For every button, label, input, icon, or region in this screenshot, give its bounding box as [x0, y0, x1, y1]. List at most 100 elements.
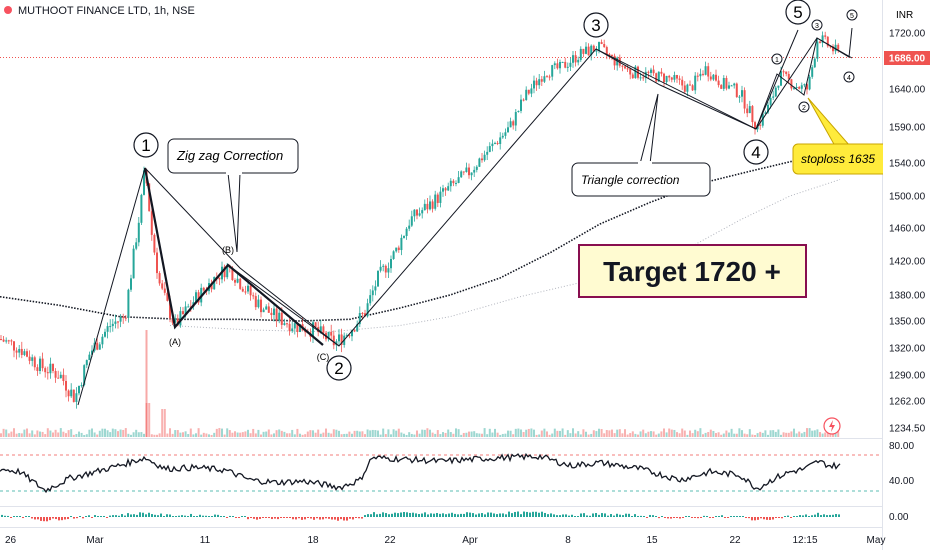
- volume-bar: [122, 429, 125, 437]
- volume-bar: [351, 433, 353, 437]
- histogram-bar: [67, 517, 69, 520]
- candle-body: [533, 80, 535, 89]
- candle-body: [717, 80, 720, 86]
- volume-bar: [650, 431, 652, 437]
- histogram-bar: [10, 517, 12, 518]
- candle-body: [49, 363, 52, 374]
- volume-bar: [280, 430, 283, 437]
- target-box[interactable]: Target 1720 +: [578, 244, 807, 298]
- histogram-bar: [235, 517, 237, 518]
- histogram-bar: [166, 514, 168, 517]
- candle-body: [416, 209, 418, 216]
- volume-bar: [611, 429, 613, 437]
- volume-bar: [236, 432, 239, 437]
- volume-bar: [579, 434, 582, 437]
- volume-bar: [72, 434, 75, 437]
- histogram-bar: [829, 514, 831, 517]
- histogram-bar: [805, 514, 807, 517]
- candle-body: [702, 73, 704, 75]
- time-tick-label: 18: [307, 535, 319, 546]
- candle-body: [457, 177, 460, 183]
- volume-bar: [533, 429, 535, 437]
- candle-body: [275, 308, 278, 321]
- volume-bar: [813, 430, 816, 437]
- volume-bar: [226, 428, 229, 437]
- histogram-bar: [73, 517, 75, 519]
- volume-bar: [361, 431, 364, 437]
- volume-bar: [306, 431, 309, 437]
- histogram-bar: [493, 513, 495, 517]
- histogram-bar: [469, 512, 471, 517]
- candle-body: [371, 290, 374, 296]
- price-tick-label: 1290.00: [889, 371, 926, 382]
- volume-bar: [278, 429, 281, 437]
- histogram-bar: [415, 513, 417, 517]
- volume-bar: [119, 429, 122, 437]
- volume-bar: [392, 429, 395, 437]
- price-pane[interactable]: [0, 0, 882, 438]
- histogram-bar: [244, 516, 246, 517]
- volume-bar: [62, 431, 65, 437]
- volume-bar: [405, 434, 408, 437]
- histogram-bar: [238, 517, 240, 518]
- volume-bar: [572, 428, 574, 437]
- candle-body: [85, 360, 88, 366]
- histogram-bar: [433, 513, 435, 517]
- histogram-bar: [382, 512, 384, 517]
- candle-body: [119, 316, 122, 322]
- price-axis[interactable]: INR 1720.00 1640.00 1590.00 1540.00 1500.00 1…: [884, 10, 930, 435]
- volume-bar: [442, 432, 444, 437]
- volume-bar: [270, 434, 273, 437]
- candle-body: [67, 390, 70, 397]
- volume-bar: [577, 431, 580, 437]
- candle-body: [202, 287, 205, 291]
- candle-body: [834, 44, 837, 52]
- symbol-header[interactable]: MUTHOOT FINANCE LTD, 1h, NSE: [4, 5, 195, 17]
- volume-bar: [127, 433, 130, 437]
- candle-body: [395, 247, 398, 252]
- candle-body: [361, 313, 364, 315]
- oscillator-axis[interactable]: 80.00 40.00 0.00: [889, 441, 914, 523]
- triangle-callout[interactable]: Triangle correction: [571, 93, 711, 197]
- histogram-bar: [316, 517, 318, 519]
- volume-bar: [785, 432, 788, 437]
- candle-body: [595, 50, 598, 52]
- volume-bar: [88, 429, 91, 437]
- histogram-bar: [802, 515, 804, 517]
- triangle-lower-line: [595, 48, 757, 130]
- histogram-bar: [7, 515, 9, 517]
- candle-body: [613, 55, 616, 66]
- volume-bar: [499, 434, 502, 437]
- time-axis[interactable]: 26 Mar 11 18 22 Apr 8 15 22 12:15 May: [5, 535, 885, 546]
- volume-bar: [187, 434, 190, 437]
- volume-bar: [673, 429, 676, 437]
- candle-body: [486, 151, 489, 155]
- volume-bar: [325, 428, 327, 437]
- candle-body: [465, 167, 468, 173]
- volume-bar: [317, 429, 320, 437]
- volume-bar: [413, 434, 416, 437]
- volume-bar: [169, 428, 171, 437]
- lightning-icon[interactable]: [823, 417, 841, 435]
- histogram-bar: [535, 511, 537, 517]
- volume-bar: [621, 433, 624, 437]
- volume-bar: [691, 433, 694, 437]
- volume-bar: [366, 429, 369, 437]
- volume-bar: [639, 431, 642, 437]
- histogram-bar: [823, 514, 825, 517]
- volume-bar: [540, 430, 543, 437]
- zigzag-callout[interactable]: Zig zag Correction: [167, 138, 299, 253]
- zigzag-wave-line: [143, 167, 324, 346]
- histogram-bar: [298, 517, 300, 519]
- histogram-bar: [526, 511, 528, 517]
- oscillator-tick-label: 0.00: [889, 512, 909, 523]
- candle-body: [36, 367, 39, 371]
- stoploss-callout[interactable]: stoploss 1635: [792, 97, 889, 175]
- candle-body: [96, 342, 99, 350]
- volume-bar: [751, 434, 754, 437]
- volume-bar: [36, 430, 39, 437]
- volume-bar: [816, 429, 819, 437]
- histogram-bar: [637, 515, 639, 517]
- candle-body: [364, 313, 366, 317]
